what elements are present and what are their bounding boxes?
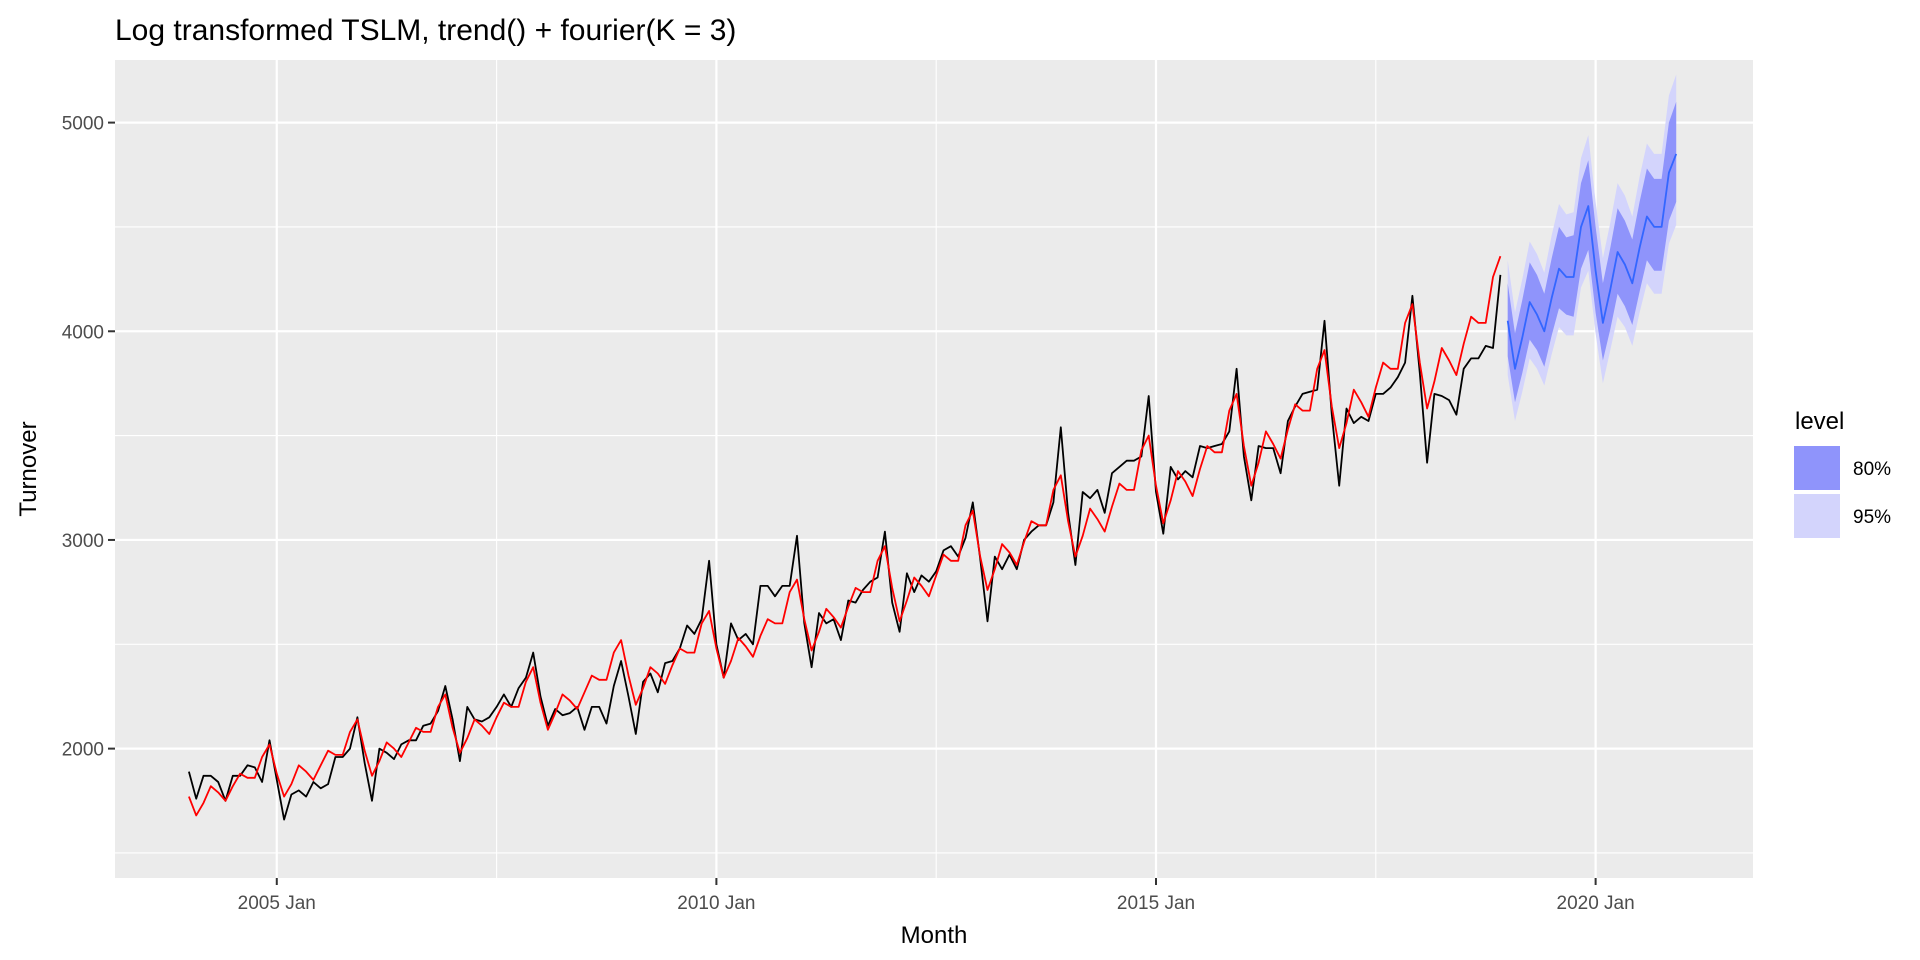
prediction-intervals [1507,74,1677,421]
chart-title: Log transformed TSLM, trend() + fourier(… [115,14,736,47]
grid-major [115,60,1753,878]
fitted-line [188,255,1502,817]
grid-minor [115,60,1753,878]
observed-line [188,274,1502,821]
plot-panel [115,60,1753,878]
y-tick-label-0: 2000 [62,740,104,761]
legend: level 80% 95% [1794,408,1891,538]
series-lines [188,153,1678,821]
y-axis: 2000 3000 4000 5000 [62,114,115,761]
x-tick-label-2: 2015 Jan [1117,893,1195,914]
forecast-line [1506,153,1678,370]
x-tick-label-3: 2020 Jan [1557,893,1635,914]
legend-key-80 [1794,446,1840,490]
x-tick-label-0: 2005 Jan [238,893,316,914]
legend-title: level [1795,408,1844,435]
pi80-band [1507,101,1677,403]
y-tick-label-1: 3000 [62,531,104,552]
x-axis-title: Month [901,922,968,949]
x-axis: 2005 Jan 2010 Jan 2015 Jan 2020 Jan [238,878,1635,914]
x-tick-label-1: 2010 Jan [677,893,755,914]
legend-label-80: 80% [1853,459,1891,480]
y-tick-label-3: 5000 [62,114,104,135]
y-tick-label-2: 4000 [62,322,104,343]
legend-label-95: 95% [1853,507,1891,528]
y-axis-title: Turnover [15,421,42,516]
legend-key-95 [1794,494,1840,538]
